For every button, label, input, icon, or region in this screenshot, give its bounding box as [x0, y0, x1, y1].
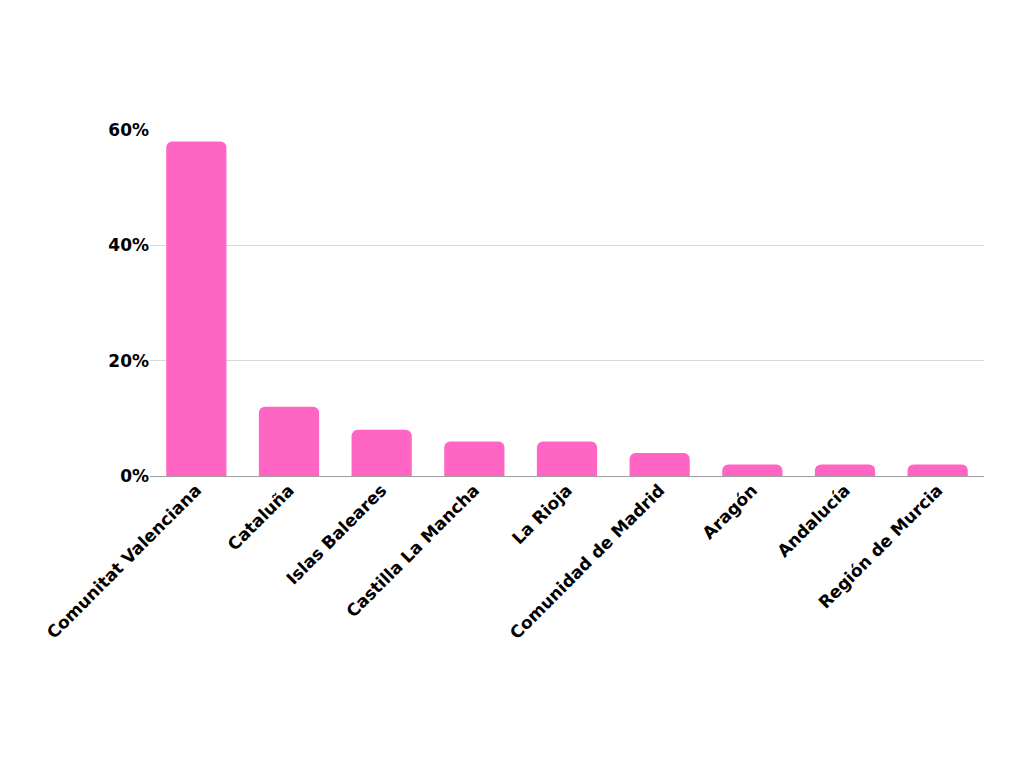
svg-text:Cataluña: Cataluña — [224, 480, 298, 554]
svg-text:Andalucía: Andalucía — [773, 480, 854, 561]
svg-text:60%: 60% — [108, 120, 149, 140]
svg-text:20%: 20% — [108, 351, 149, 371]
svg-text:Castilla La Mancha: Castilla La Mancha — [342, 480, 483, 621]
svg-text:0%: 0% — [120, 466, 149, 486]
svg-text:40%: 40% — [108, 235, 149, 255]
svg-text:Aragón: Aragón — [698, 480, 761, 543]
svg-text:Islas Baleares: Islas Baleares — [282, 480, 390, 588]
svg-text:Región de Murcia: Región de Murcia — [814, 480, 946, 612]
svg-text:Comunidad de Madrid: Comunidad de Madrid — [506, 480, 669, 643]
svg-text:Comunitat Valenciana: Comunitat Valenciana — [43, 480, 205, 642]
svg-text:La Rioja: La Rioja — [508, 480, 576, 548]
